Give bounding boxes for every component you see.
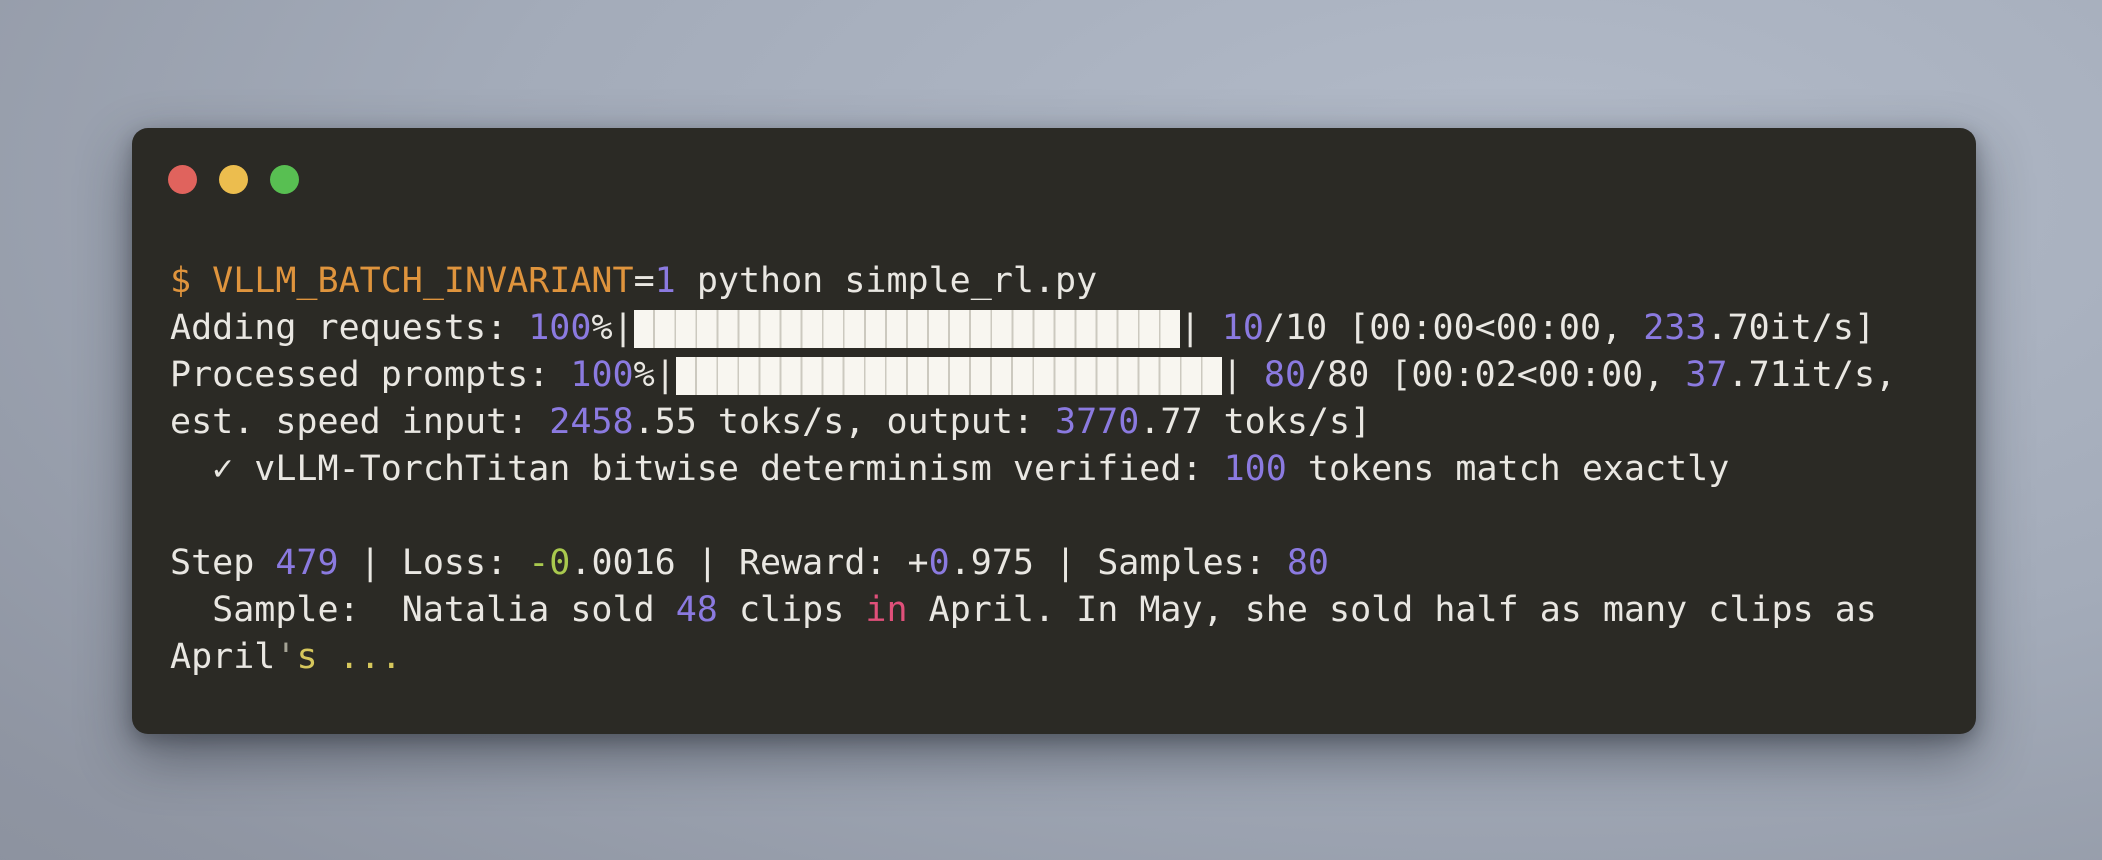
- adding-requests-percent: 100: [528, 308, 592, 348]
- step-number: 479: [275, 543, 339, 583]
- checkmark-icon: ✓ vLLM-TorchTitan bitwise determinism ve…: [170, 449, 1224, 489]
- minimize-button[interactable]: [219, 165, 248, 194]
- reward-value: 0: [928, 543, 950, 583]
- command-env-var: $ VLLM_BATCH_INVARIANT: [170, 261, 634, 301]
- output-speed-value: 3770: [1055, 402, 1140, 442]
- terminal-line-command: $ VLLM_BATCH_INVARIANT=1 python simple_r…: [170, 261, 1098, 301]
- terminal-line-speed: est. speed input: 2458.55 toks/s, output…: [170, 402, 1372, 442]
- sample-number: 48: [675, 590, 718, 630]
- loss-value: -0: [528, 543, 571, 583]
- terminal-line-sample-cont: April's ...: [170, 637, 402, 677]
- samples-count: 80: [1286, 543, 1330, 583]
- input-speed-value: 2458: [549, 402, 634, 442]
- terminal-window: $ VLLM_BATCH_INVARIANT=1 python simple_r…: [132, 128, 1976, 734]
- terminal-line-processed-prompts: Processed prompts: 100%| | 80/80 [00:02<0…: [170, 355, 1897, 395]
- terminal-line-adding-requests: Adding requests: 100%| | 10/10 [00:00<00:…: [170, 308, 1876, 348]
- adding-requests-progress-bar: [633, 310, 1180, 348]
- tokens-match-count: 100: [1223, 449, 1287, 489]
- terminal-line-blank: [170, 493, 1948, 540]
- terminal-line-sample: Sample: Natalia sold 48 clips in April. …: [170, 590, 1877, 630]
- processed-prompts-progress-bar: [675, 357, 1222, 395]
- close-button[interactable]: [168, 165, 197, 194]
- processed-prompts-percent: 100: [570, 355, 634, 395]
- adding-requests-count: 10: [1221, 308, 1264, 348]
- window-controls: [168, 165, 299, 194]
- command-text: python simple_rl.py: [675, 261, 1098, 301]
- terminal-line-verified: ✓ vLLM-TorchTitan bitwise determinism ve…: [170, 449, 1730, 489]
- processed-prompts-count: 80: [1263, 355, 1307, 395]
- terminal-line-step-stats: Step 479 | Loss: -0.0016 | Reward: +0.97…: [170, 543, 1330, 583]
- terminal-output: $ VLLM_BATCH_INVARIANT=1 python simple_r…: [170, 258, 1948, 681]
- zoom-button[interactable]: [270, 165, 299, 194]
